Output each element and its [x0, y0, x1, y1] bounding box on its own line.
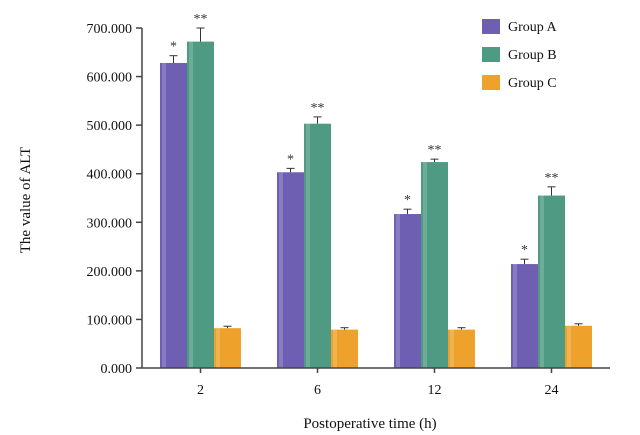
significance-label: ** [545, 171, 559, 186]
bar-group-a [277, 172, 304, 368]
bar-highlight [162, 62, 166, 368]
legend-label: Group A [508, 20, 558, 35]
bars-group [160, 41, 592, 368]
bar-highlight [333, 329, 337, 368]
error-bars-group [169, 27, 583, 330]
y-axis-ticks: 0.000 100.000 200.000 300.000 400.000 500.000… [87, 22, 142, 377]
bar-highlight [396, 214, 400, 368]
bar-group-c [214, 328, 241, 368]
x-axis-ticks: 2 6 12 24 [197, 368, 559, 398]
bar-highlight [450, 329, 454, 368]
y-tick-label: 700.000 [87, 22, 133, 37]
bar-group-a [394, 214, 421, 368]
legend-label: Group B [508, 48, 557, 63]
y-tick-label: 0.000 [101, 362, 133, 377]
bar-group-b [538, 195, 565, 368]
y-axis-title: The value of ALT [18, 147, 34, 254]
legend-swatch [482, 75, 500, 90]
legend: Group A Group B Group C [482, 19, 558, 91]
bar-group-a [511, 264, 538, 368]
significance-label: ** [194, 12, 208, 27]
significance-label: ** [311, 101, 325, 116]
x-tick-label: 24 [545, 383, 559, 398]
bar-highlight [423, 162, 427, 368]
y-tick-label: 600.000 [87, 71, 133, 86]
y-tick-label: 100.000 [87, 313, 133, 328]
bar-group-c [565, 325, 592, 368]
bar-group-c [331, 329, 358, 368]
bar-group-c [448, 329, 475, 368]
significance-label: * [404, 193, 411, 208]
significance-label: * [170, 40, 177, 55]
significance-label: ** [428, 143, 442, 158]
y-tick-label: 200.000 [87, 265, 133, 280]
y-tick-label: 300.000 [87, 216, 133, 231]
bar-highlight [216, 328, 220, 368]
bar-highlight [189, 41, 193, 368]
significance-labels-group: ************ [170, 12, 559, 258]
legend-swatch [482, 19, 500, 34]
bar-highlight [540, 195, 544, 368]
x-tick-label: 12 [428, 383, 442, 398]
x-tick-label: 2 [197, 383, 204, 398]
bar-group-b [421, 162, 448, 368]
legend-swatch [482, 47, 500, 62]
y-tick-label: 500.000 [87, 119, 133, 134]
bar-highlight [567, 325, 571, 368]
bar-group-a [160, 62, 187, 368]
y-tick-label: 400.000 [87, 168, 133, 183]
legend-label: Group C [508, 76, 557, 91]
bar-group-b [187, 41, 214, 368]
significance-label: * [521, 243, 528, 258]
bar-group-b [304, 123, 331, 368]
bar-highlight [513, 264, 517, 368]
x-tick-label: 6 [314, 383, 321, 398]
x-axis-title: Postoperative time (h) [303, 416, 436, 432]
bar-highlight [306, 123, 310, 368]
bar-highlight [279, 172, 283, 368]
significance-label: * [287, 152, 294, 167]
